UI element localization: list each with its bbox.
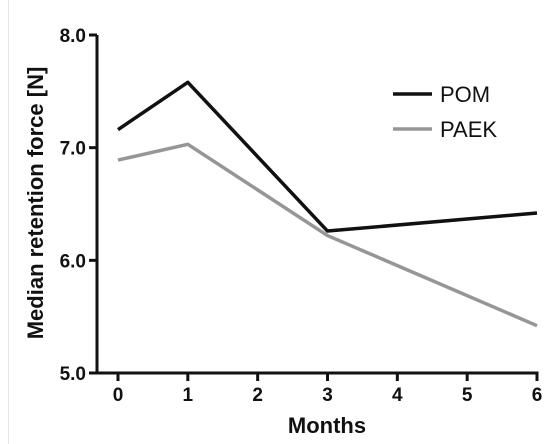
series-line-paek	[117, 142, 538, 328]
x-tick-label: 2	[252, 385, 263, 406]
y-tick-label: 5.0	[60, 364, 86, 385]
y-tick-label: 8.0	[60, 26, 86, 47]
series-line-pom	[117, 80, 538, 233]
x-tick-label: 3	[322, 385, 333, 406]
legend-label-pom: POM	[440, 82, 490, 107]
y-axis-title: Median retention force [N]	[23, 67, 48, 340]
left-border-line	[8, 0, 9, 444]
x-axis-title: Months	[288, 413, 366, 438]
x-tick-label: 1	[183, 385, 194, 406]
y-tick-label: 6.0	[60, 251, 86, 272]
x-tick-label: 4	[392, 385, 403, 406]
x-tick-label: 6	[532, 385, 543, 406]
x-tick-label: 5	[462, 385, 473, 406]
x-tick-label: 0	[113, 385, 124, 406]
legend-label-paek: PAEK	[440, 117, 497, 142]
y-tick-label: 7.0	[60, 139, 86, 160]
